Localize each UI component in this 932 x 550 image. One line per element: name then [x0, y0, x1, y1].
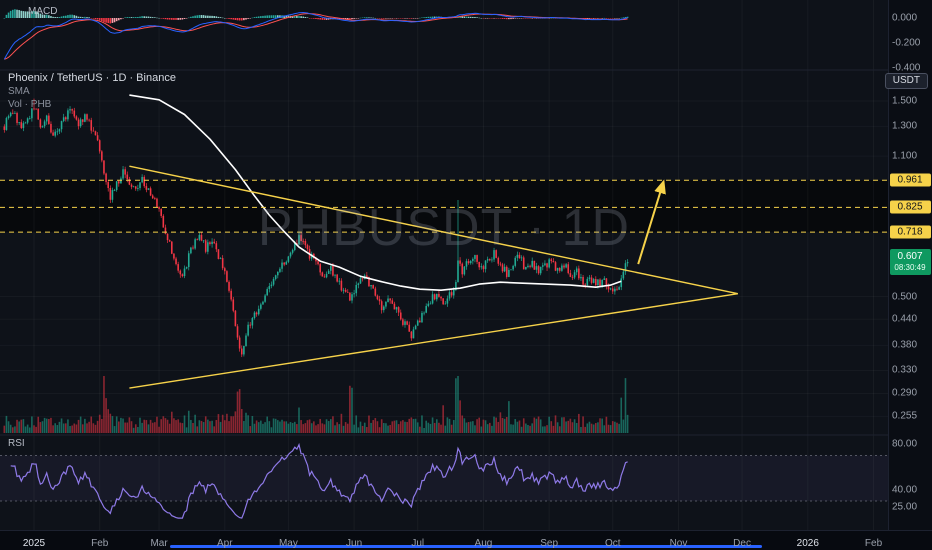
macd-tick: -0.400: [892, 62, 921, 74]
price-tick: 1.500: [892, 95, 918, 107]
macd-tick: 0.000: [892, 12, 918, 24]
volume-bars: [3, 376, 629, 433]
time-tick: Feb: [91, 538, 109, 549]
price-tick: 1.100: [892, 150, 918, 162]
indicator-sma-label[interactable]: SMA: [8, 86, 30, 97]
rsi-tick: 25.00: [892, 501, 918, 513]
macd-tick: -0.200: [892, 37, 921, 49]
trendline-descending[interactable]: [129, 165, 738, 295]
rsi-tick: 80.00: [892, 438, 918, 450]
price-tick: 0.440: [892, 313, 918, 325]
price-tick: 1.300: [892, 120, 918, 132]
time-tick: 2026: [796, 538, 819, 549]
time-tick: Feb: [864, 538, 883, 549]
symbol-watermark: PHBUSDT · 1D: [257, 199, 631, 257]
time-tick: Nov: [669, 538, 688, 549]
current-price-value: 0.607: [897, 251, 923, 262]
macd-histogram: [3, 9, 629, 24]
projection-arrow[interactable]: [637, 179, 666, 265]
time-tick: Jul: [411, 538, 425, 549]
indicator-volume-label[interactable]: Vol · PHB: [8, 99, 52, 110]
symbol-title[interactable]: Phoenix / TetherUS · 1D · Binance: [8, 72, 176, 84]
time-tick: 2025: [22, 538, 46, 549]
time-tick: Apr: [217, 538, 233, 549]
price-tick: 0.500: [892, 291, 918, 303]
time-tick: Mar: [150, 538, 168, 549]
macd-line: [3, 11, 628, 60]
time-tick: Sep: [540, 538, 559, 549]
time-range-scrollbar[interactable]: [170, 545, 762, 548]
chart-legend: Phoenix / TetherUS · 1D · Binance SMA Vo…: [8, 72, 176, 111]
price-tick: 0.290: [892, 387, 918, 399]
candles-layer: [3, 98, 629, 358]
macd-pane-label[interactable]: MACD: [28, 6, 58, 17]
time-tick: May: [278, 538, 298, 549]
currency-toggle-button[interactable]: USDT: [884, 73, 928, 89]
price-level-tag-0961: 0.961: [889, 173, 931, 187]
rsi-line: [10, 442, 628, 519]
price-zone-bands: [0, 180, 888, 233]
time-tick: Dec: [733, 538, 751, 549]
price-level-tag-0718: 0.718: [889, 225, 931, 239]
price-tick: 0.255: [892, 410, 918, 422]
time-tick: Jun: [346, 538, 363, 549]
candle-countdown: 08:30:49: [894, 263, 926, 272]
sma-line[interactable]: [129, 94, 622, 292]
time-tick: Aug: [474, 538, 493, 549]
time-tick: Oct: [604, 538, 621, 549]
rsi-pane-label[interactable]: RSI: [8, 438, 25, 449]
price-tick: 0.380: [892, 339, 918, 351]
current-price-tag: 0.607 08:30:49: [889, 249, 931, 275]
price-level-tag-0825: 0.825: [889, 200, 931, 214]
trendline-ascending[interactable]: [129, 293, 738, 389]
rsi-tick: 40.00: [892, 484, 918, 496]
price-tick: 0.330: [892, 364, 918, 376]
